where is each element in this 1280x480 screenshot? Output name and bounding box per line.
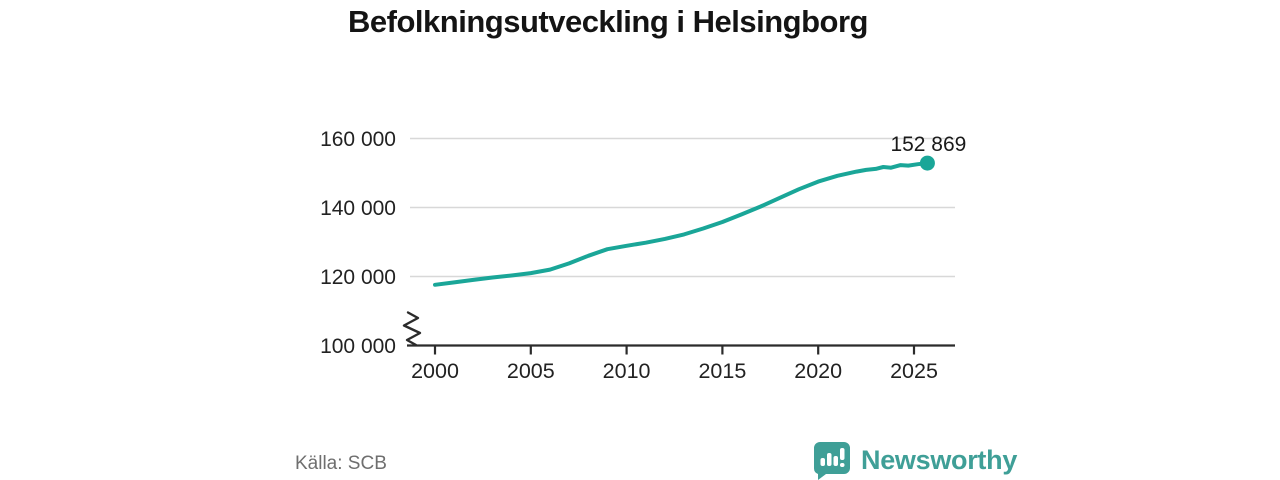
newsworthy-logo: Newsworthy — [812, 440, 1017, 480]
speech-bubble-shape — [814, 442, 850, 480]
y-axis-tick-label: 100 000 — [320, 335, 396, 358]
x-axis-tick-label: 2010 — [603, 359, 651, 383]
bar-chart-glyph — [820, 448, 845, 467]
y-axis-break-icon — [402, 311, 422, 347]
x-axis-tick-label: 2000 — [411, 359, 459, 383]
x-axis-tick-label: 2020 — [794, 359, 842, 383]
x-axis-tick-label: 2015 — [698, 359, 746, 383]
x-axis-tick-label: 2025 — [890, 359, 938, 383]
page-title: Befolkningsutveckling i Helsingborg — [348, 4, 868, 39]
last-value-label: 152 869 — [890, 133, 966, 156]
source-attribution: Källa: SCB — [295, 453, 387, 474]
y-axis-tick-label: 140 000 — [320, 197, 396, 220]
newsworthy-chart-speech-bubble-icon — [814, 442, 850, 480]
y-axis-tick-label: 120 000 — [320, 266, 396, 289]
last-point-marker — [919, 155, 935, 171]
brand-name: Newsworthy — [861, 445, 1018, 475]
x-axis-tick-label: 2005 — [507, 359, 555, 383]
population-line — [433, 161, 930, 287]
y-axis-tick-label: 160 000 — [320, 128, 396, 151]
